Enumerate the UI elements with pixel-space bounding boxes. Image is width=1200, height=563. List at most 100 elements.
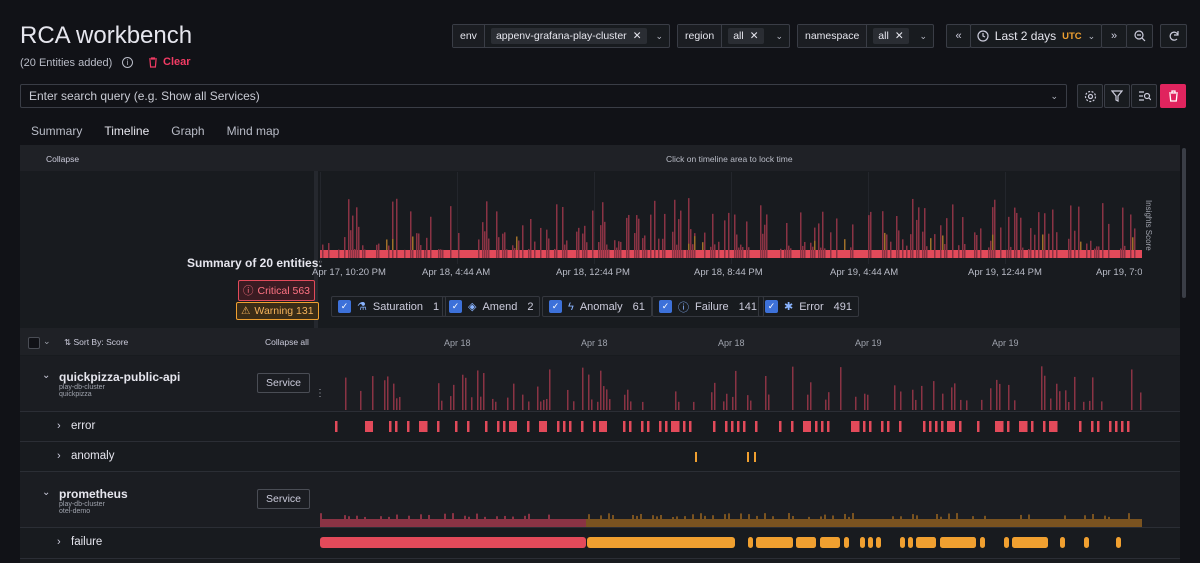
legend-error[interactable]: ✓ ✱ Error 491 xyxy=(758,296,860,317)
row-bar xyxy=(810,382,812,410)
drag-handle-icon[interactable]: ⋮ xyxy=(315,388,325,399)
chevron-down-icon[interactable]: ⌄ xyxy=(1050,91,1058,101)
summary-bar xyxy=(1078,206,1080,258)
checkbox-icon[interactable]: ✓ xyxy=(449,300,462,313)
remove-icon[interactable]: ✕ xyxy=(632,30,642,42)
summary-bar xyxy=(386,239,388,250)
tab-graph[interactable]: Graph xyxy=(171,124,205,138)
child-row-error[interactable]: error xyxy=(71,420,96,432)
service-badge[interactable]: Service xyxy=(257,373,310,393)
splitter[interactable] xyxy=(314,171,318,328)
chevron-down-icon[interactable]: ⌄ xyxy=(42,487,51,498)
summary-bar xyxy=(522,225,524,258)
double-chevron-left-icon: « xyxy=(955,30,962,42)
chevron-down-icon[interactable]: ⌄ xyxy=(42,370,51,381)
legend-saturation[interactable]: ✓ ⚗ Saturation 1 xyxy=(331,296,447,317)
error-chart[interactable] xyxy=(320,420,1142,434)
collapse-all-button[interactable]: Collapse all xyxy=(265,337,309,347)
row-bar xyxy=(537,386,539,410)
summary-bar xyxy=(1090,240,1092,258)
tab-timeline[interactable]: Timeline xyxy=(93,118,161,148)
legend-failure[interactable]: ✓ ⓘ Failure 141 xyxy=(652,296,764,317)
zoom-out-button[interactable] xyxy=(1126,24,1153,48)
failure-chart[interactable] xyxy=(320,537,1142,549)
summary-bar xyxy=(680,210,682,258)
summary-bar xyxy=(592,210,594,258)
summary-chart[interactable] xyxy=(320,172,1142,264)
legend-count: 61 xyxy=(632,300,645,313)
summary-baseline xyxy=(320,250,1142,258)
summary-bar xyxy=(602,202,604,258)
tab-summary[interactable]: Summary xyxy=(31,124,83,138)
summary-axis: Apr 17, 10:20 PM Apr 18, 4:44 AM Apr 18,… xyxy=(312,267,1142,279)
summary-bar xyxy=(976,235,978,258)
row-chart-prometheus[interactable] xyxy=(320,512,1142,527)
clear-button[interactable]: Clear xyxy=(148,56,191,68)
legend-amend[interactable]: ✓ ◈ Amend 2 xyxy=(442,296,541,317)
sort-button[interactable]: ⇅ Sort By: Score xyxy=(64,337,128,348)
filter-button[interactable] xyxy=(1104,84,1130,108)
summary-bar xyxy=(686,249,688,258)
summary-bar xyxy=(942,235,944,250)
checkbox-icon[interactable]: ✓ xyxy=(549,300,562,313)
summary-bar xyxy=(682,249,684,258)
checkbox-icon[interactable]: ✓ xyxy=(765,300,778,313)
entity-name[interactable]: prometheus xyxy=(59,487,128,501)
settings-button[interactable] xyxy=(1077,84,1103,108)
child-row-failure[interactable]: failure xyxy=(71,536,103,548)
region-filter[interactable]: region all ✕ ⌄ xyxy=(677,24,790,48)
time-forward-button[interactable]: » xyxy=(1101,24,1127,48)
error-mark xyxy=(1031,421,1034,432)
remove-icon[interactable]: ✕ xyxy=(894,30,904,42)
entity-name[interactable]: quickpizza-public-api xyxy=(59,370,181,384)
collapse-button[interactable]: Collapse xyxy=(46,154,80,164)
summary-bar xyxy=(992,234,994,250)
select-all-checkbox[interactable] xyxy=(28,337,40,349)
tab-mind-map[interactable]: Mind map xyxy=(226,124,280,138)
search-input[interactable]: Enter search query (e.g. Show all Servic… xyxy=(20,84,1067,108)
row-bar xyxy=(441,400,443,410)
checkbox-icon[interactable]: ✓ xyxy=(338,300,351,313)
error-mark xyxy=(959,421,962,432)
chevron-down-icon[interactable]: ⌄ xyxy=(775,30,783,41)
summary-bar xyxy=(926,246,928,258)
failure-mark xyxy=(940,537,960,548)
list-header xyxy=(20,328,1180,355)
row-bar xyxy=(477,370,479,410)
chevron-down-icon[interactable]: ⌄ xyxy=(655,30,663,41)
chevron-down-icon[interactable]: ⌄ xyxy=(919,30,927,41)
env-chip: appenv-grafana-play-cluster ✕ xyxy=(490,28,647,44)
time-range-picker[interactable]: Last 2 days UTC ⌄ xyxy=(970,24,1102,48)
refresh-button[interactable] xyxy=(1160,24,1187,48)
error-mark xyxy=(827,421,830,432)
summary-bar xyxy=(868,215,870,258)
info-icon[interactable]: i xyxy=(122,57,133,68)
chevron-right-icon[interactable]: › xyxy=(57,450,61,462)
legend-anomaly[interactable]: ✓ ϟ Anomaly 61 xyxy=(542,296,652,317)
chevron-down-icon[interactable]: ⌄ xyxy=(43,336,51,346)
scrollbar[interactable] xyxy=(1182,148,1186,298)
namespace-filter[interactable]: namespace all ✕ ⌄ xyxy=(797,24,934,48)
summary-bar xyxy=(718,241,720,258)
anomaly-chart[interactable] xyxy=(320,450,1142,464)
list-search-icon xyxy=(1138,91,1151,101)
failure-mark xyxy=(916,537,936,548)
env-filter[interactable]: env appenv-grafana-play-cluster ✕ ⌄ xyxy=(452,24,670,48)
time-back-button[interactable]: « xyxy=(946,24,971,48)
search-list-button[interactable] xyxy=(1131,84,1157,108)
chevron-right-icon[interactable]: › xyxy=(57,536,61,548)
child-row-anomaly[interactable]: anomaly xyxy=(71,450,115,462)
row-bar xyxy=(1028,514,1030,519)
summary-bar xyxy=(924,208,926,258)
delete-button[interactable] xyxy=(1160,84,1186,108)
row-bar xyxy=(700,513,702,519)
error-mark xyxy=(887,421,890,432)
remove-icon[interactable]: ✕ xyxy=(749,30,759,42)
row-bar xyxy=(549,369,551,410)
chevron-right-icon[interactable]: › xyxy=(57,420,61,432)
row-chart-quickpizza[interactable] xyxy=(320,362,1142,410)
service-badge[interactable]: Service xyxy=(257,489,310,509)
row-bar xyxy=(844,513,846,519)
failure-mark xyxy=(868,537,873,548)
checkbox-icon[interactable]: ✓ xyxy=(659,300,672,313)
